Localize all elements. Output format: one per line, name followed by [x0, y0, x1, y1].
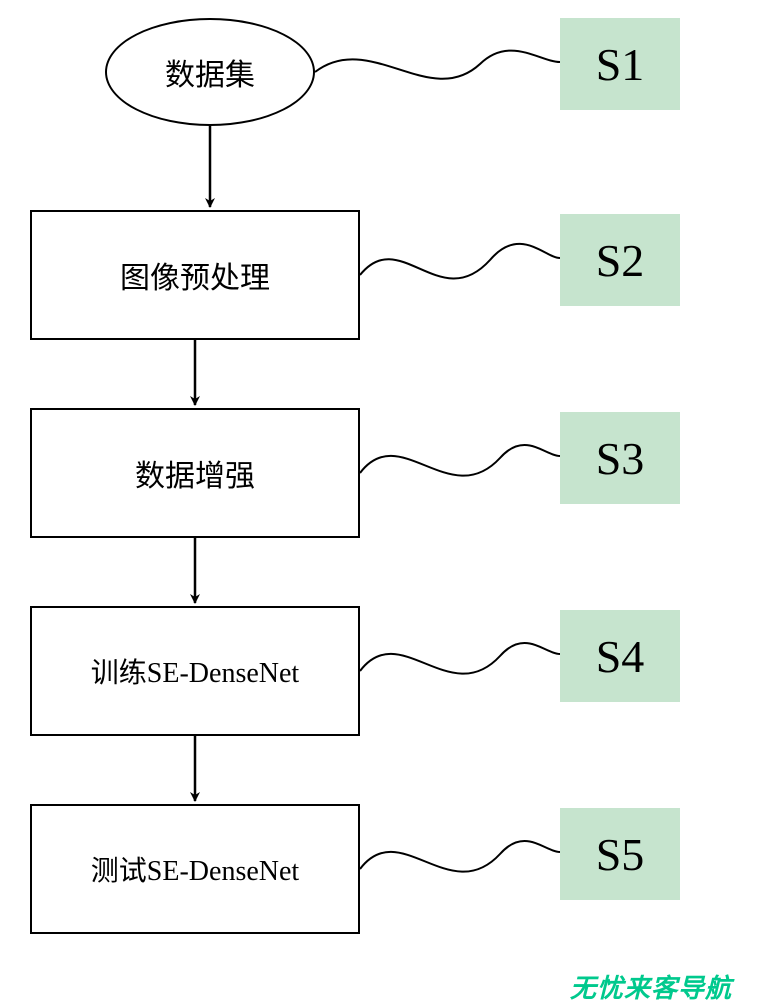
node-label: 数据集: [165, 50, 255, 94]
step-tag-s5: S5: [560, 808, 680, 900]
node-label: 测试SE-DenseNet: [91, 849, 299, 889]
node-train: 训练SE-DenseNet: [30, 606, 360, 736]
step-tag-label: S1: [596, 38, 645, 91]
watermark-text: 无忧来客导航: [570, 973, 732, 1003]
watermark: 无忧来客导航: [570, 968, 732, 1005]
step-tag-label: S2: [596, 234, 645, 287]
node-label: 图像预处理: [120, 253, 270, 297]
node-dataset: 数据集: [105, 18, 315, 126]
step-tag-s2: S2: [560, 214, 680, 306]
node-label: 数据增强: [135, 451, 255, 495]
node-preprocess: 图像预处理: [30, 210, 360, 340]
connector-s5: [360, 841, 560, 872]
connector-s2: [360, 244, 560, 279]
diagram-canvas: 数据集 图像预处理 数据增强 训练SE-DenseNet 测试SE-DenseN…: [0, 0, 773, 1000]
step-tag-s4: S4: [560, 610, 680, 702]
step-tag-label: S4: [596, 630, 645, 683]
connector-s3: [360, 445, 560, 476]
step-tag-label: S5: [596, 828, 645, 881]
step-tag-s3: S3: [560, 412, 680, 504]
connector-s4: [360, 643, 560, 674]
step-tag-s1: S1: [560, 18, 680, 110]
step-tag-label: S3: [596, 432, 645, 485]
node-label: 训练SE-DenseNet: [91, 651, 299, 691]
node-test: 测试SE-DenseNet: [30, 804, 360, 934]
node-augment: 数据增强: [30, 408, 360, 538]
connector-s1: [315, 51, 560, 79]
